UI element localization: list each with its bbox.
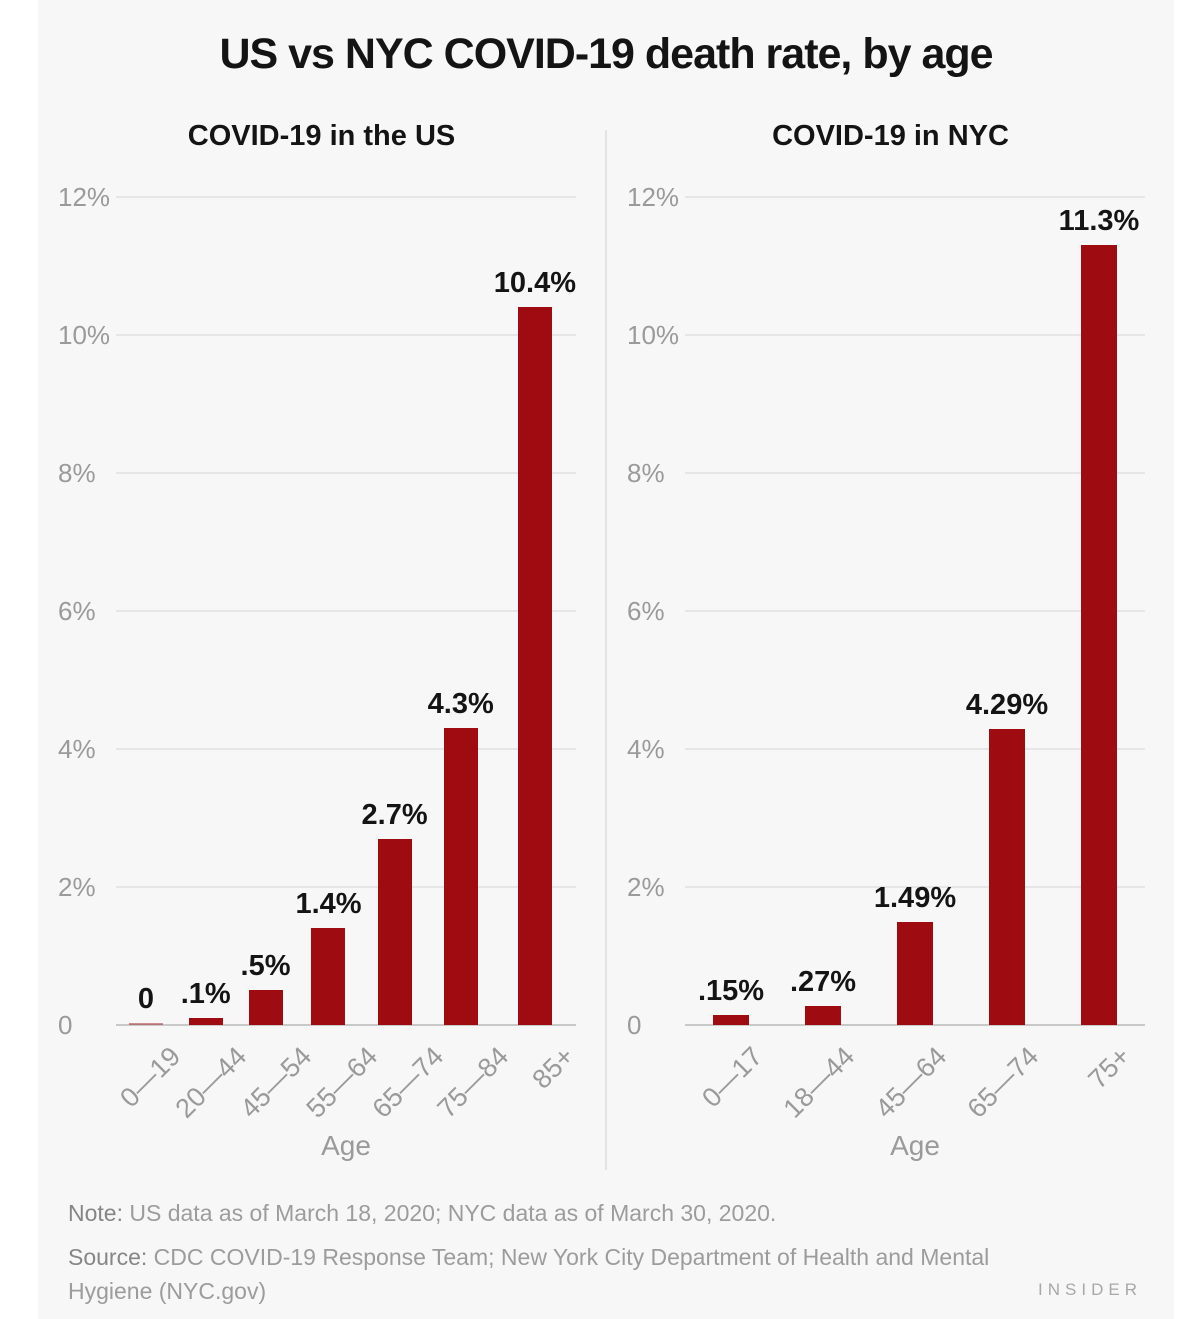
bar: [128, 1023, 163, 1025]
bar-value-label: 4.3%: [427, 688, 494, 720]
x-tick-label: 55—64: [300, 1041, 384, 1124]
bar-slot: 2.7%: [362, 197, 428, 1025]
gridline: [685, 196, 1145, 198]
chart-subtitle: COVID-19 in the US: [187, 120, 456, 152]
bar-slot: 4.29%: [961, 197, 1053, 1025]
y-tick-label: 6%: [58, 596, 96, 626]
chart-divider-line: [605, 130, 607, 1170]
bar: [517, 307, 552, 1025]
bar-value-label: 0: [137, 983, 154, 1015]
source-label: Source:: [68, 1244, 148, 1270]
x-axis-title: Age: [890, 1130, 940, 1161]
bar-value-label: 1.4%: [295, 888, 362, 920]
bar-slot: 10.4%: [494, 197, 576, 1025]
x-tick-label: 65—74: [961, 1041, 1045, 1124]
y-tick-label: 4%: [58, 734, 96, 764]
bar-value-label: .15%: [697, 975, 765, 1007]
bars-group: .15% .27% 1.49% 4.29% 11.3%: [685, 197, 1145, 1025]
y-tick-label: 0: [58, 1010, 73, 1040]
gridline: [116, 472, 576, 474]
y-tick-label: 10%: [627, 320, 680, 350]
plot-area: 0 2% 4% 6% 8% 10% 12% 0 .1% .5% 1.4% 2.7% 4.3% 10.4% 0…: [58, 184, 580, 1124]
bar-slot: 4.3%: [428, 197, 494, 1025]
y-tick-label: 0: [627, 1010, 642, 1040]
y-tick-label: 6%: [627, 596, 665, 626]
y-tick-label: 2%: [627, 872, 665, 902]
x-tick-label: 0—17: [696, 1041, 769, 1114]
gridline: [116, 748, 576, 750]
gridline: [685, 748, 1145, 750]
chart-subtitle: COVID-19 in NYC: [772, 120, 1009, 152]
note-body: US data as of March 18, 2020; NYC data a…: [129, 1200, 777, 1226]
gridline: [116, 334, 576, 336]
y-tick-label: 10%: [58, 320, 111, 350]
charts-row: COVID-19 in the US 0 2% 4% 6% 8% 10% 12% 0 .1% .5…: [38, 112, 1174, 1170]
x-tick-label: 75—84: [431, 1041, 515, 1124]
bar-slot: 1.4%: [295, 197, 362, 1025]
bar: [443, 728, 478, 1025]
page-title: US vs NYC COVID-19 death rate, by age: [219, 30, 993, 78]
x-axis-line: [685, 1024, 1145, 1026]
y-tick-label: 4%: [627, 734, 665, 764]
x-tick-label: 75+: [1082, 1041, 1137, 1095]
gridline: [685, 886, 1145, 888]
bar: [713, 1015, 749, 1025]
bar-value-label: 11.3%: [1058, 205, 1140, 237]
plot-area: 0 2% 4% 6% 8% 10% 12% .15% .27% 1.49% 4.29% 11.3% 0—…: [627, 184, 1145, 1124]
y-tick-label: 8%: [58, 458, 96, 488]
x-axis-title: Age: [321, 1130, 371, 1161]
bar-value-label: .27%: [789, 966, 857, 998]
bar-value-label: 4.29%: [965, 689, 1049, 721]
x-tick-label: 20—44: [169, 1041, 252, 1124]
x-tick-label: 85+: [526, 1041, 581, 1095]
bar-value-label: .5%: [240, 950, 291, 982]
bar-slot: .5%: [236, 197, 296, 1025]
gridline: [116, 196, 576, 198]
bar: [989, 729, 1025, 1025]
source-text: Source: CDC COVID-19 Response Team; New …: [68, 1240, 1078, 1308]
bar: [188, 1018, 223, 1025]
y-tick-label: 2%: [58, 872, 96, 902]
y-tick-label: 12%: [58, 182, 111, 212]
bar-value-label: 2.7%: [361, 799, 428, 831]
chart-us: COVID-19 in the US 0 2% 4% 6% 8% 10% 12% 0 .1% .5…: [38, 112, 605, 1170]
bar: [897, 922, 933, 1025]
source-body: CDC COVID-19 Response Team; New York Cit…: [68, 1244, 990, 1304]
gridline: [685, 610, 1145, 612]
gridline: [685, 334, 1145, 336]
gridline: [116, 886, 576, 888]
x-tick-label: 45—54: [234, 1041, 318, 1124]
bar-slot: .15%: [685, 197, 777, 1025]
x-tick-label: 45—64: [869, 1041, 953, 1124]
bar: [1081, 245, 1117, 1025]
bar-slot: 0: [116, 197, 176, 1025]
bar-value-label: .1%: [180, 978, 231, 1010]
note-label: Note:: [68, 1200, 123, 1226]
y-tick-label: 8%: [627, 458, 665, 488]
bar-value-label: 1.49%: [873, 882, 957, 914]
bar-value-label: 10.4%: [493, 267, 576, 299]
bar-slot: .1%: [176, 197, 236, 1025]
bar: [377, 839, 412, 1025]
chart-nyc: COVID-19 in NYC 0 2% 4% 6% 8% 10% 12% .15% .27% 1…: [607, 112, 1174, 1170]
bar-slot: .27%: [777, 197, 869, 1025]
bar: [311, 928, 346, 1025]
insider-logo: INSIDER: [1038, 1280, 1142, 1299]
y-tick-label: 12%: [627, 182, 680, 212]
x-tick-label: 18—44: [777, 1041, 861, 1124]
gridline: [116, 610, 576, 612]
infographic-canvas: US vs NYC COVID-19 death rate, by age CO…: [38, 0, 1174, 1319]
bar-slot: 1.49%: [869, 197, 961, 1025]
x-tick-label: 65—74: [366, 1041, 449, 1124]
x-axis-line: [116, 1024, 576, 1026]
bar: [805, 1006, 841, 1025]
bars-group: 0 .1% .5% 1.4% 2.7% 4.3% 10.4%: [116, 197, 576, 1025]
note-text: Note: US data as of March 18, 2020; NYC …: [68, 1196, 1078, 1230]
bar-slot: 11.3%: [1053, 197, 1145, 1025]
gridline: [685, 472, 1145, 474]
bar: [248, 990, 283, 1025]
